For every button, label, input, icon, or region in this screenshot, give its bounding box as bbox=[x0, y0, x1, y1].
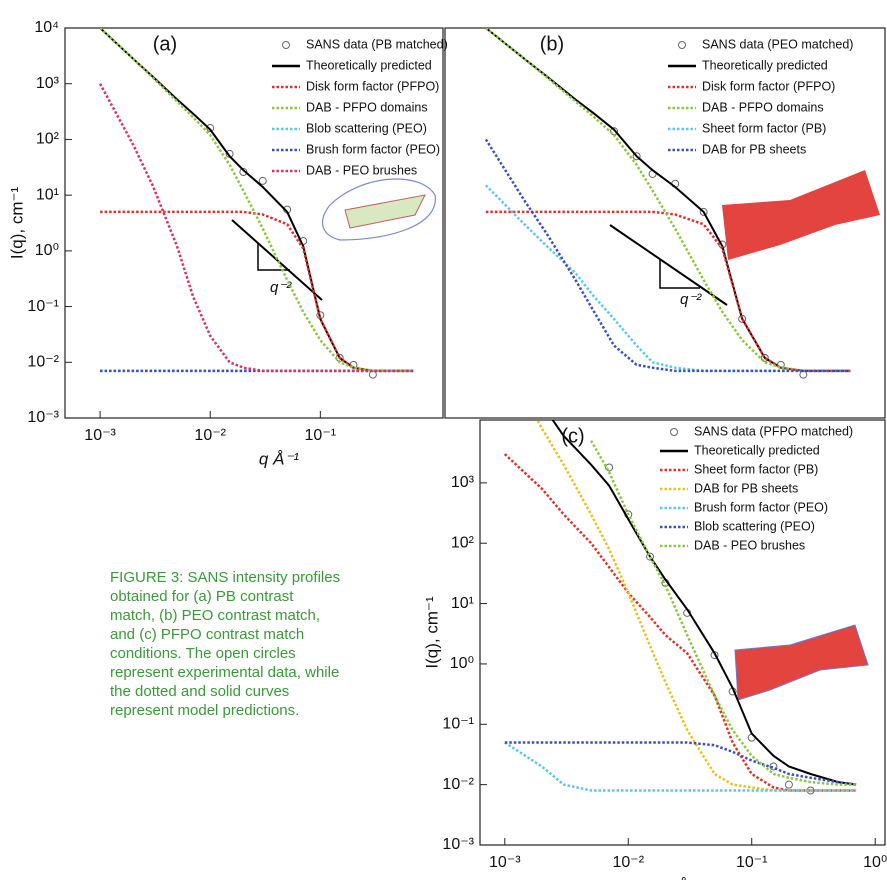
legend-label: SANS data (PFPO matched) bbox=[694, 424, 853, 438]
y-tick-label: 10⁻² bbox=[442, 776, 474, 793]
component-curve bbox=[485, 210, 851, 373]
component-curve bbox=[99, 28, 414, 373]
y-tick-label: 10⁻³ bbox=[442, 836, 474, 853]
legend-label: Blob scattering (PEO) bbox=[306, 121, 427, 135]
slope-annotation: q⁻² bbox=[680, 291, 702, 308]
data-point bbox=[646, 552, 655, 561]
legend-label: Brush form factor (PEO) bbox=[306, 142, 440, 156]
y-tick-label: 10⁻¹ bbox=[27, 298, 59, 315]
legend-label: SANS data (PB matched) bbox=[306, 37, 448, 51]
component-curve bbox=[485, 28, 851, 373]
component-curve bbox=[484, 138, 851, 373]
component-curve bbox=[504, 741, 857, 792]
data-point bbox=[699, 207, 708, 216]
y-tick-label: 10² bbox=[36, 131, 60, 148]
data-point bbox=[784, 780, 793, 789]
legend-marker bbox=[670, 428, 678, 436]
y-tick-label: 10³ bbox=[36, 75, 60, 92]
x-tick-label: 10⁻¹ bbox=[736, 854, 768, 871]
x-tick-label: 10⁰ bbox=[863, 854, 887, 871]
y-tick-label: 10⁻² bbox=[27, 354, 59, 371]
y-tick-label: 10¹ bbox=[36, 186, 59, 203]
y-tick-label: 10⁻³ bbox=[27, 409, 59, 426]
plot-area bbox=[484, 28, 851, 379]
plot-area bbox=[503, 420, 857, 795]
legend-label: DAB - PEO brushes bbox=[306, 163, 417, 177]
slope-annotation: q⁻² bbox=[270, 279, 292, 296]
data-point bbox=[632, 152, 641, 161]
plot-frame bbox=[479, 419, 886, 846]
legend-label: Blob scattering (PEO) bbox=[694, 519, 815, 533]
legend-label: Sheet form factor (PB) bbox=[702, 121, 826, 135]
plot-frame bbox=[64, 27, 444, 419]
illustration bbox=[322, 170, 880, 701]
legend-label: SANS data (PEO matched) bbox=[702, 37, 853, 51]
legend-label: DAB - PEO brushes bbox=[694, 538, 805, 552]
legend-label: DAB - PFPO domains bbox=[702, 100, 824, 114]
legend-label: Theoretically predicted bbox=[694, 443, 820, 457]
data-point bbox=[206, 124, 215, 133]
legend-label: Disk form factor (PFPO) bbox=[306, 79, 439, 93]
legend-label: Disk form factor (PFPO) bbox=[702, 79, 835, 93]
y-axis-label: I(q), cm⁻¹ bbox=[7, 187, 26, 260]
legend-label: Theoretically predicted bbox=[702, 58, 828, 72]
x-tick-label: 10⁻² bbox=[194, 427, 226, 444]
panel-label: (c) bbox=[561, 425, 584, 447]
data-point bbox=[760, 353, 769, 362]
legend-label: DAB for PB sheets bbox=[702, 142, 806, 156]
panel-label: (b) bbox=[540, 33, 564, 55]
component-curve bbox=[590, 440, 857, 786]
y-tick-label: 10⁰ bbox=[450, 655, 474, 672]
legend-label: Sheet form factor (PB) bbox=[694, 462, 818, 476]
data-point bbox=[368, 370, 377, 379]
x-tick-label: 10⁻³ bbox=[84, 427, 116, 444]
slope-guide bbox=[231, 219, 728, 306]
legend-marker bbox=[282, 41, 290, 49]
x-axis-label: q Å⁻¹ bbox=[662, 876, 702, 880]
y-axis-label: I(q), cm⁻¹ bbox=[422, 596, 441, 669]
component-curve bbox=[503, 453, 857, 792]
plot-frame bbox=[444, 27, 886, 419]
y-tick-label: 10³ bbox=[451, 474, 475, 491]
plot-area bbox=[99, 28, 414, 379]
data-point bbox=[605, 463, 614, 472]
x-axis-label: q Å⁻¹ bbox=[259, 449, 299, 468]
y-tick-label: 10⁰ bbox=[35, 242, 59, 259]
y-tick-label: 10⁴ bbox=[34, 19, 59, 36]
legend-label: DAB for PB sheets bbox=[694, 481, 798, 495]
component-curve bbox=[535, 420, 857, 792]
legend-label: Brush form factor (PEO) bbox=[694, 500, 828, 514]
panel-label: (a) bbox=[153, 33, 177, 55]
x-tick-label: 10⁻² bbox=[612, 854, 644, 871]
figure-caption: FIGURE 3: SANS intensity profiles obtain… bbox=[110, 569, 341, 719]
legend-label: Theoretically predicted bbox=[306, 58, 432, 72]
y-tick-label: 10¹ bbox=[451, 595, 474, 612]
data-point bbox=[769, 762, 778, 771]
y-tick-label: 10⁻¹ bbox=[442, 716, 474, 733]
x-tick-label: 10⁻³ bbox=[489, 854, 521, 871]
data-point bbox=[258, 176, 267, 185]
model-curve bbox=[551, 420, 857, 786]
component-curve bbox=[504, 741, 857, 786]
x-tick-label: 10⁻¹ bbox=[305, 427, 337, 444]
data-point bbox=[799, 370, 808, 379]
component-curve bbox=[99, 83, 414, 373]
legend-label: DAB - PFPO domains bbox=[306, 100, 428, 114]
legend-marker bbox=[678, 41, 686, 49]
y-tick-label: 10² bbox=[451, 534, 475, 551]
